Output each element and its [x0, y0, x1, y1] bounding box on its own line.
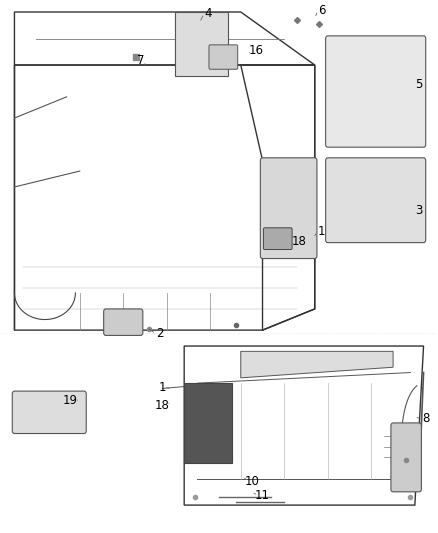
FancyBboxPatch shape: [325, 158, 426, 243]
Polygon shape: [184, 383, 232, 463]
Text: 10: 10: [244, 475, 259, 488]
Text: 1: 1: [159, 381, 166, 394]
Text: 18: 18: [155, 399, 170, 412]
Text: 8: 8: [422, 412, 429, 425]
Text: 2: 2: [156, 327, 164, 341]
Text: 4: 4: [205, 7, 212, 20]
Text: 11: 11: [255, 489, 270, 502]
Text: 19: 19: [63, 393, 78, 407]
Text: 6: 6: [318, 4, 326, 17]
Text: 5: 5: [416, 78, 423, 91]
FancyBboxPatch shape: [260, 158, 317, 259]
FancyBboxPatch shape: [104, 309, 143, 335]
Text: 1: 1: [318, 225, 325, 238]
FancyBboxPatch shape: [209, 45, 238, 69]
Text: 3: 3: [416, 204, 423, 217]
Polygon shape: [176, 12, 228, 76]
Text: 18: 18: [292, 235, 307, 248]
Text: 7: 7: [137, 54, 145, 67]
FancyBboxPatch shape: [391, 423, 421, 492]
FancyBboxPatch shape: [263, 228, 292, 249]
Text: 16: 16: [248, 44, 264, 57]
Polygon shape: [241, 351, 393, 378]
FancyBboxPatch shape: [325, 36, 426, 147]
FancyBboxPatch shape: [12, 391, 86, 433]
